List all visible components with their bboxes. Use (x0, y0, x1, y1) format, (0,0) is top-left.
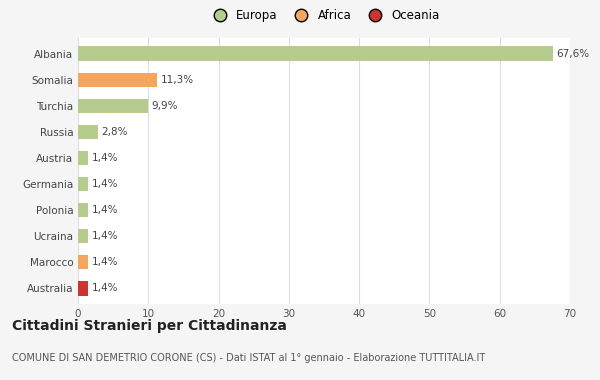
Text: 1,4%: 1,4% (91, 257, 118, 267)
Text: 11,3%: 11,3% (161, 75, 194, 85)
Bar (78, 203, 88, 217)
Text: 1,4%: 1,4% (91, 283, 118, 293)
Text: 1,4%: 1,4% (91, 153, 118, 163)
Text: 9,9%: 9,9% (151, 101, 178, 111)
Bar (78, 177, 88, 191)
Bar (78, 99, 148, 113)
Text: 2,8%: 2,8% (101, 127, 128, 137)
Text: 1,4%: 1,4% (91, 231, 118, 241)
Text: 1,4%: 1,4% (91, 205, 118, 215)
Bar (78, 46, 553, 61)
Bar (78, 281, 88, 296)
Bar (78, 125, 98, 139)
Text: COMUNE DI SAN DEMETRIO CORONE (CS) - Dati ISTAT al 1° gennaio - Elaborazione TUT: COMUNE DI SAN DEMETRIO CORONE (CS) - Dat… (12, 353, 485, 363)
Text: Cittadini Stranieri per Cittadinanza: Cittadini Stranieri per Cittadinanza (12, 319, 287, 333)
Bar (78, 229, 88, 243)
Text: 1,4%: 1,4% (91, 179, 118, 189)
Bar (78, 151, 88, 165)
Text: 67,6%: 67,6% (557, 49, 590, 59)
Bar (78, 255, 88, 269)
Bar (78, 73, 157, 87)
Legend: Europa, Africa, Oceania: Europa, Africa, Oceania (203, 4, 445, 27)
